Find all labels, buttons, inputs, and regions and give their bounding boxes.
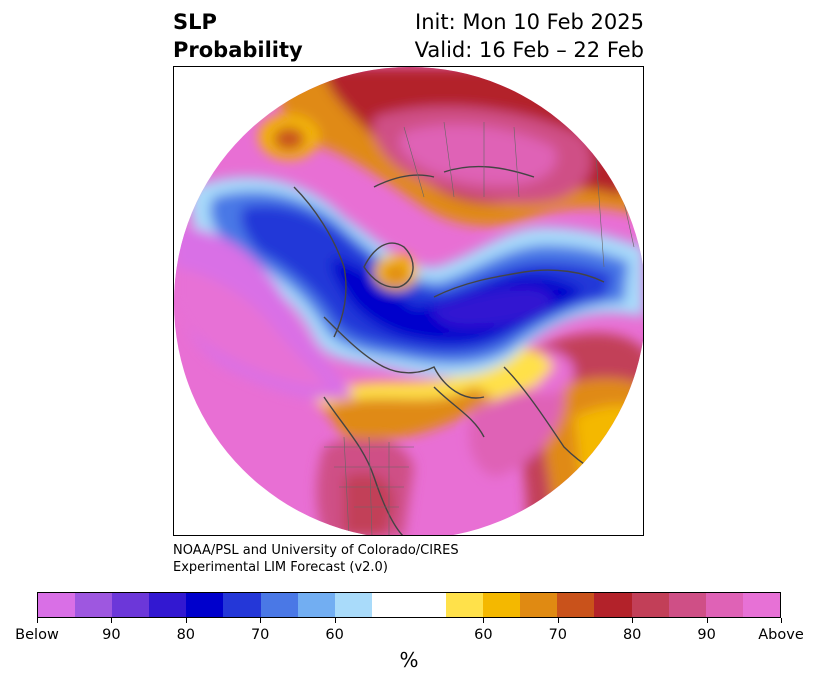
colorbar-tick-label: 90 [102,627,121,643]
colorbar-tick-label: Above [758,627,804,643]
valid-range: Valid: 16 Feb – 22 Feb [414,38,644,62]
colorbar-segment [38,593,76,617]
colorbar-tick-label: 80 [176,627,196,643]
colorbar-segment [705,593,743,617]
forecast-dates: Init: Mon 10 Feb 2025 Valid: 16 Feb – 22… [415,8,644,64]
credit-line-1: NOAA/PSL and University of Colorado/CIRE… [173,543,459,558]
colorbar-segment [297,593,335,617]
colorbar-segment [223,593,261,617]
colorbar-segment [446,593,484,617]
probability-field [174,67,643,535]
coastlines [293,165,625,535]
title-variable: SLP [173,10,217,34]
credit-line-2: Experimental LIM Forecast (v2.0) [173,560,388,575]
polar-map-svg [174,67,643,535]
colorbar-segment [520,593,558,617]
colorbar-tick-label: 70 [250,627,270,643]
colorbar-tick-mark [260,618,262,623]
colorbar-tick-mark [111,618,113,623]
colorbar-segment [149,593,187,617]
colorbar-segment [594,593,632,617]
map-title: SLP Probability [173,8,303,64]
colorbar-tick-mark [632,618,634,623]
colorbar-tick-label: 60 [325,627,344,643]
colorbar-segment [408,593,447,617]
colorbar-segment [557,593,595,617]
colorbar-segment [112,593,150,617]
colorbar-tick-label: 80 [622,627,642,643]
colorbar-segment [334,593,372,617]
colorbar [37,592,781,618]
colorbar-segment [742,593,780,617]
colorbar-tick-label: 70 [548,627,568,643]
credit-text: NOAA/PSL and University of Colorado/CIRE… [173,542,459,576]
colorbar-segment [668,593,706,617]
colorbar-segment [631,593,669,617]
colorbar-tick-mark [483,618,485,623]
colorbar-segment [371,593,409,617]
colorbar-segment [260,593,298,617]
colorbar-segment [483,593,521,617]
colorbar-tick-mark [781,618,782,623]
colorbar-tick-mark [557,618,559,623]
colorbar-tick-mark [185,618,187,623]
probability-map [173,66,644,536]
init-date: Init: Mon 10 Feb 2025 [415,10,644,34]
colorbar-tick-label: 90 [697,627,716,643]
colorbar-segment [186,593,224,617]
colorbar-tick-label: 60 [474,627,493,643]
colorbar-tick-mark [334,618,336,623]
colorbar-segment [75,593,113,617]
colorbar-tick-mark [37,618,38,623]
colorbar-tick-label: Below [15,627,59,643]
title-product: Probability [173,38,303,62]
colorbar-unit: % [399,648,419,672]
colorbar-tick-mark [706,618,708,623]
